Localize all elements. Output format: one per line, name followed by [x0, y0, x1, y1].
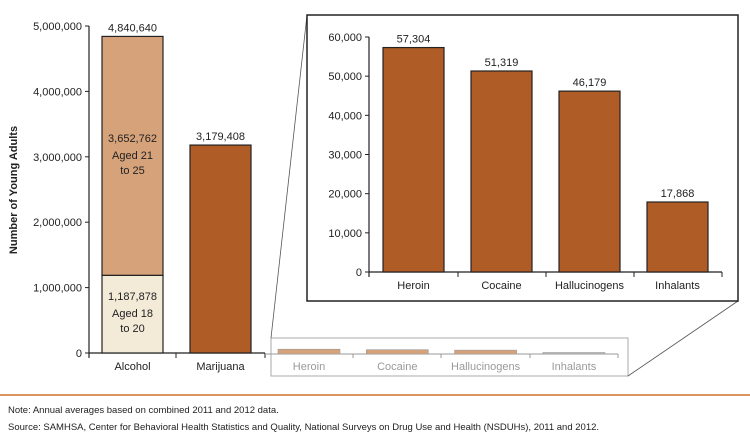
y-tick-label: 0 [76, 348, 82, 360]
connector-line [270, 14, 308, 339]
mini-x-tick-label: Inhalants [552, 361, 597, 373]
y-tick-label: 1,000,000 [33, 283, 82, 295]
mini-bar [277, 348, 341, 355]
bar-alcohol [101, 35, 164, 276]
segment-age-label: Aged 18 [112, 308, 153, 320]
inset-y-tick-label: 60,000 [328, 32, 362, 44]
y-tick-label: 5,000,000 [33, 21, 82, 33]
mini-bar [365, 349, 429, 355]
bar-value-label: 51,319 [485, 57, 519, 69]
segment-age-label: to 25 [120, 165, 144, 177]
y-tick-label: 3,000,000 [33, 152, 82, 164]
bar-value-label: 57,304 [397, 34, 431, 46]
inset-x-tick-label: Inhalants [655, 280, 700, 292]
x-tick-label: Alcohol [114, 361, 150, 373]
bar-hallucinogens [558, 90, 621, 273]
inset-y-tick-label: 10,000 [328, 228, 362, 240]
inset-y-tick-label: 30,000 [328, 150, 362, 162]
bar-value-label: 46,179 [573, 77, 607, 89]
inset-x-tick-label: Hallucinogens [555, 280, 625, 292]
inset-y-tick-label: 0 [356, 267, 362, 279]
segment-value-label: 3,652,762 [108, 133, 157, 145]
inset-y-tick-label: 40,000 [328, 110, 362, 122]
connector-line [627, 300, 739, 377]
y-tick-label: 4,000,000 [33, 86, 82, 98]
footnote: Note: Annual averages based on combined … [8, 405, 279, 416]
inset-y-tick-label: 50,000 [328, 71, 362, 83]
bar-total-label: 3,179,408 [196, 131, 245, 143]
segment-age-label: Aged 21 [112, 150, 153, 162]
mini-x-tick-label: Heroin [293, 361, 325, 373]
mini-x-tick-label: Hallucinogens [451, 361, 521, 373]
mini-x-tick-label: Cocaine [377, 361, 417, 373]
y-axis-label: Number of Young Adults [8, 126, 20, 254]
inset-y-tick-label: 20,000 [328, 189, 362, 201]
inset-x-tick-label: Heroin [397, 280, 429, 292]
bar-heroin [382, 46, 445, 273]
segment-value-label: 1,187,878 [108, 291, 157, 303]
bar-total-label: 4,840,640 [108, 22, 157, 34]
bar-inhalants [646, 201, 709, 273]
zoom-source-box [270, 337, 629, 377]
bar-cocaine [470, 70, 533, 273]
segment-age-label: to 20 [120, 323, 144, 335]
mini-bar [454, 349, 517, 355]
bar-value-label: 17,868 [661, 188, 695, 200]
mini-bar [542, 352, 606, 355]
x-tick-label: Marijuana [196, 361, 245, 373]
y-tick-label: 2,000,000 [33, 217, 82, 229]
source-note: Source: SAMHSA, Center for Behavioral He… [8, 422, 600, 433]
bar-marijuana [189, 144, 252, 354]
inset-x-tick-label: Cocaine [481, 280, 521, 292]
